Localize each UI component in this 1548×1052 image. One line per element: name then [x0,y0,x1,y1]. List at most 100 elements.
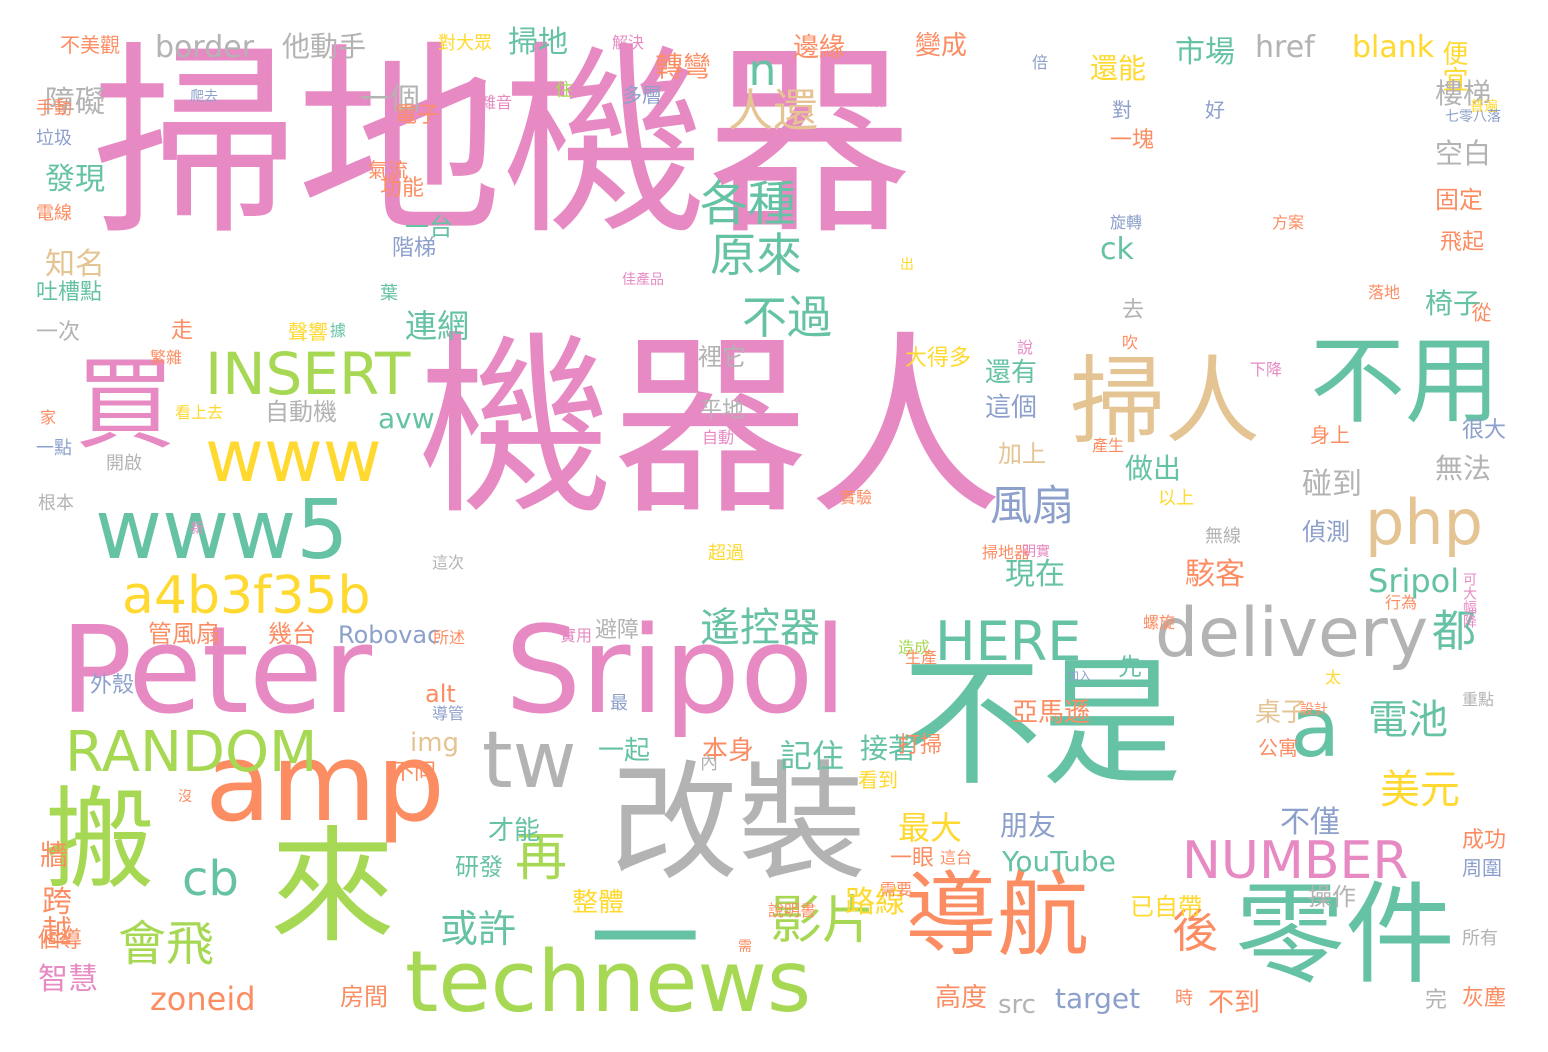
cloud-word: 不僅 [1280,805,1340,840]
cloud-word: 說明書 [768,901,817,920]
cloud-word: 身上 [1310,423,1350,447]
cloud-word: 一眼 [890,846,935,871]
cloud-word: 避障 [595,618,640,643]
cloud-word: 零件 [1235,871,1455,999]
cloud-word: php [1365,486,1484,559]
cloud-word: Sripol [1368,562,1460,600]
cloud-word: 對大眾 [438,33,492,54]
cloud-word: 對 [1112,98,1132,122]
cloud-word: 出 [900,257,914,273]
cloud-word: 解決 [612,33,645,52]
cloud-word: 才能 [488,816,541,846]
cloud-word: alt [425,680,456,708]
cloud-word: 家 [40,408,57,427]
cloud-word: n [737,45,788,96]
cloud-word: 搬 [45,776,155,904]
cloud-word: 改裝 [610,749,867,898]
cloud-word: 個導 [38,928,83,953]
cloud-word: 牆 [36,840,69,868]
cloud-word: 落地 [1368,283,1401,302]
cloud-word: 普遍 [1470,99,1498,115]
cloud-word: 產生 [1092,436,1125,455]
cloud-word: amp [205,721,445,846]
cloud-word: 接著 [860,732,917,765]
cloud-word: 樓梯 [1435,77,1492,110]
cloud-word: a4b3f35b [122,566,371,626]
cloud-word: 方案 [1272,213,1305,232]
cloud-word: delivery [1155,594,1429,673]
cloud-word: 還有 [985,358,1038,388]
cloud-word: 繁雜 [150,348,183,367]
cloud-word: 不美觀 [60,33,120,57]
cloud-word: 不用 [1310,327,1501,437]
cloud-word: 空白 [1435,137,1492,170]
cloud-word: www5 [95,483,349,578]
cloud-word: 發現 [45,162,105,197]
cloud-word: 螺旋 [1143,613,1176,632]
cloud-word: 實驗 [840,488,873,507]
cloud-word: 從 [1468,302,1492,322]
cloud-word: 去 [1122,298,1145,323]
cloud-word: 重點 [1462,690,1495,709]
cloud-word: INSERT [205,340,411,408]
cloud-word: img [410,728,460,758]
cloud-word: 平地 [700,398,745,423]
cloud-word: 雜音 [480,93,513,112]
cloud-word: 多層 [622,83,662,107]
cloud-word: 固定 [1435,186,1483,214]
cloud-word: 周圍 [1462,856,1502,880]
cloud-word: 跨越 [36,885,71,945]
cloud-word: 風扇 [990,481,1075,530]
cloud-word: RANDOM [65,720,318,785]
cloud-word: 一起 [598,736,651,766]
cloud-word: 掃地機器 [92,25,912,263]
cloud-word: 葉 [380,283,398,304]
cloud-word: 障礙 [45,85,105,120]
cloud-word: 這次 [432,553,465,572]
cloud-word: 做出 [1125,452,1182,485]
cloud-word: 好 [1205,98,1225,122]
cloud-word: 據 [330,321,347,340]
cloud-word: 連網 [405,307,470,345]
cloud-word: 買 [75,346,175,463]
cloud-word: 氣流 [368,158,408,182]
cloud-word: 裡它 [698,343,746,371]
cloud-word: 駭客 [1185,557,1245,592]
cloud-word: 再 [515,828,568,888]
cloud-word: 先 [1118,653,1142,681]
cloud-word: 電子 [395,103,440,128]
cloud-word: 無線 [1205,526,1241,547]
cloud-word: 一 [590,876,700,1004]
cloud-word: 現在 [1005,557,1065,592]
cloud-word: 七零八落 [1445,109,1501,125]
cloud-word: 灰塵 [1462,986,1507,1011]
cloud-word: 實用 [560,626,593,645]
cloud-word: 不到 [1208,988,1261,1018]
cloud-word: technews [405,933,812,1032]
cloud-word: 一點 [36,438,72,459]
cloud-word: 掃人 [1070,347,1261,457]
cloud-word: 一塊 [1110,128,1155,153]
cloud-word: 不同 [392,760,437,785]
cloud-word: 操作 [1308,883,1356,911]
cloud-word: 路線 [845,885,905,920]
cloud-word: 掃地器 [982,543,1031,562]
cloud-word: 邊緣 [793,33,846,63]
cloud-word: 無法 [1435,452,1492,485]
cloud-word: 需要 [880,880,913,899]
cloud-word: 自動 [702,428,735,447]
cloud-word: 已自帶 [1130,893,1202,921]
cloud-word: 會飛 [118,916,215,972]
cloud-word: NUMBER [1182,831,1409,891]
cloud-word: 或許 [440,907,517,951]
cloud-word: 亞馬遜 [1012,698,1091,728]
cloud-word: HERE [935,610,1082,673]
cloud-word: www [205,414,382,498]
cloud-word: 設計 [1300,702,1328,718]
cloud-word: 遙控器 [700,605,820,651]
cloud-word: 可大幅降 [1461,572,1477,628]
cloud-word: 吐槽點 [36,280,103,305]
cloud-word: 不過 [742,291,833,344]
cloud-word: a [1290,681,1341,776]
